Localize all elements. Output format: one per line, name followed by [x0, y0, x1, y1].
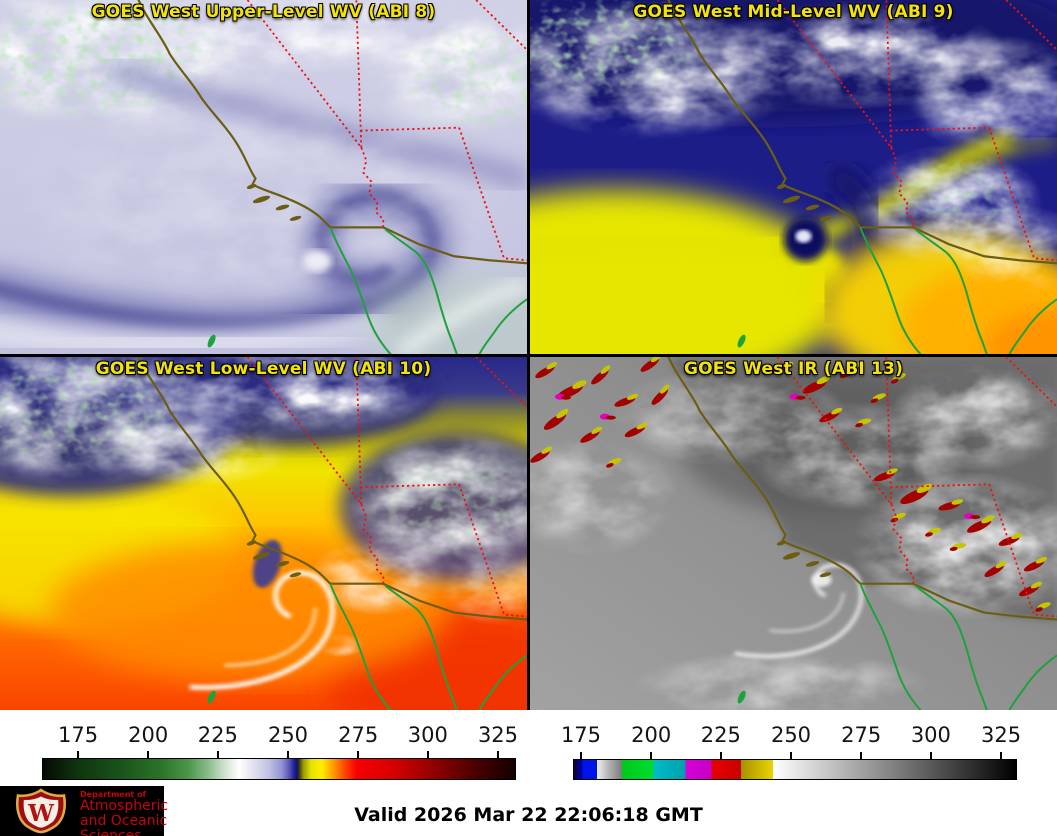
colorbar-tick — [860, 752, 863, 759]
colorbar-tick — [650, 752, 653, 759]
panel-title-mid-level-wv: GOES West Mid-Level WV (ABI 9) — [633, 2, 954, 22]
colorbar-tick-label: 275 — [841, 723, 882, 747]
colorbar-tick — [426, 751, 429, 758]
colorbar-strip: 175 200 225 250 275 300 325 175 200 225 250 275 300 3… — [0, 710, 1057, 786]
ir-colorbar — [573, 759, 1017, 780]
valid-time-label: Valid 2026 Mar 22 22:06:18 GMT — [354, 804, 703, 826]
wv-colorbar — [42, 758, 516, 780]
colorbar-tick-label: 200 — [128, 723, 169, 747]
colorbar-tick-label: 325 — [477, 723, 519, 747]
colorbar-tick-label: 250 — [770, 723, 812, 747]
uw-aos-logo[interactable]: W Department of Atmospheric and Oceanic … — [0, 786, 168, 836]
upper-wv-imagery — [0, 0, 527, 354]
logo-dept-label: Department of — [80, 790, 147, 799]
low-wv-imagery — [0, 357, 527, 710]
footer: W Department of Atmospheric and Oceanic … — [0, 786, 1057, 836]
colorbar-tick-label: 200 — [631, 723, 672, 747]
mid-wv-imagery — [530, 0, 1057, 354]
panel-upper-level-wv[interactable]: GOES West Upper-Level WV (ABI 8) — [0, 0, 527, 354]
panel-title-ir: GOES West IR (ABI 13) — [683, 359, 904, 379]
colorbar-tick-label: 250 — [267, 723, 309, 747]
colorbar-tick — [287, 751, 289, 758]
logo-text-block: Department of Atmospheric and Oceanic Sc… — [80, 790, 169, 836]
ir-imagery — [530, 357, 1057, 710]
logo-line1-label: Atmospheric — [80, 798, 169, 815]
panel-mid-level-wv[interactable]: GOES West Mid-Level WV (ABI 9) — [530, 0, 1057, 354]
colorbar-tick — [929, 752, 932, 759]
colorbar-tick — [579, 752, 582, 759]
colorbar-tick — [496, 751, 499, 758]
colorbar-tick — [1000, 752, 1003, 759]
colorbar-tick — [77, 751, 80, 758]
colorbar-tick — [147, 751, 150, 758]
panel-ir[interactable]: GOES West IR (ABI 13) — [530, 357, 1057, 710]
colorbar-tick — [357, 751, 360, 758]
colorbar-tick-label: 175 — [57, 723, 99, 747]
colorbar-tick — [719, 752, 722, 759]
quad-grid: GOES West Upper-Level WV (ABI 8) — [0, 0, 1057, 710]
colorbar-tick — [216, 751, 219, 758]
colorbar-tick-label: 225 — [700, 723, 741, 747]
colorbar-tick-label: 275 — [338, 723, 379, 747]
colorbar-tick-label: 175 — [560, 723, 602, 747]
colorbar-tick-label: 325 — [980, 723, 1022, 747]
logo-line2-label: and Oceanic Sciences — [80, 813, 168, 836]
panel-low-level-wv[interactable]: GOES West Low-Level WV (ABI 10) — [0, 357, 527, 710]
colorbar-tick-label: 300 — [407, 723, 448, 747]
panel-title-upper-level-wv: GOES West Upper-Level WV (ABI 8) — [91, 2, 436, 22]
uw-crest-icon: W — [15, 788, 67, 834]
panel-title-low-level-wv: GOES West Low-Level WV (ABI 10) — [95, 359, 432, 379]
colorbar-tick — [790, 752, 792, 759]
colorbar-tick-label: 300 — [910, 723, 951, 747]
svg-text:W: W — [27, 800, 55, 827]
colorbar-tick-label: 225 — [197, 723, 238, 747]
